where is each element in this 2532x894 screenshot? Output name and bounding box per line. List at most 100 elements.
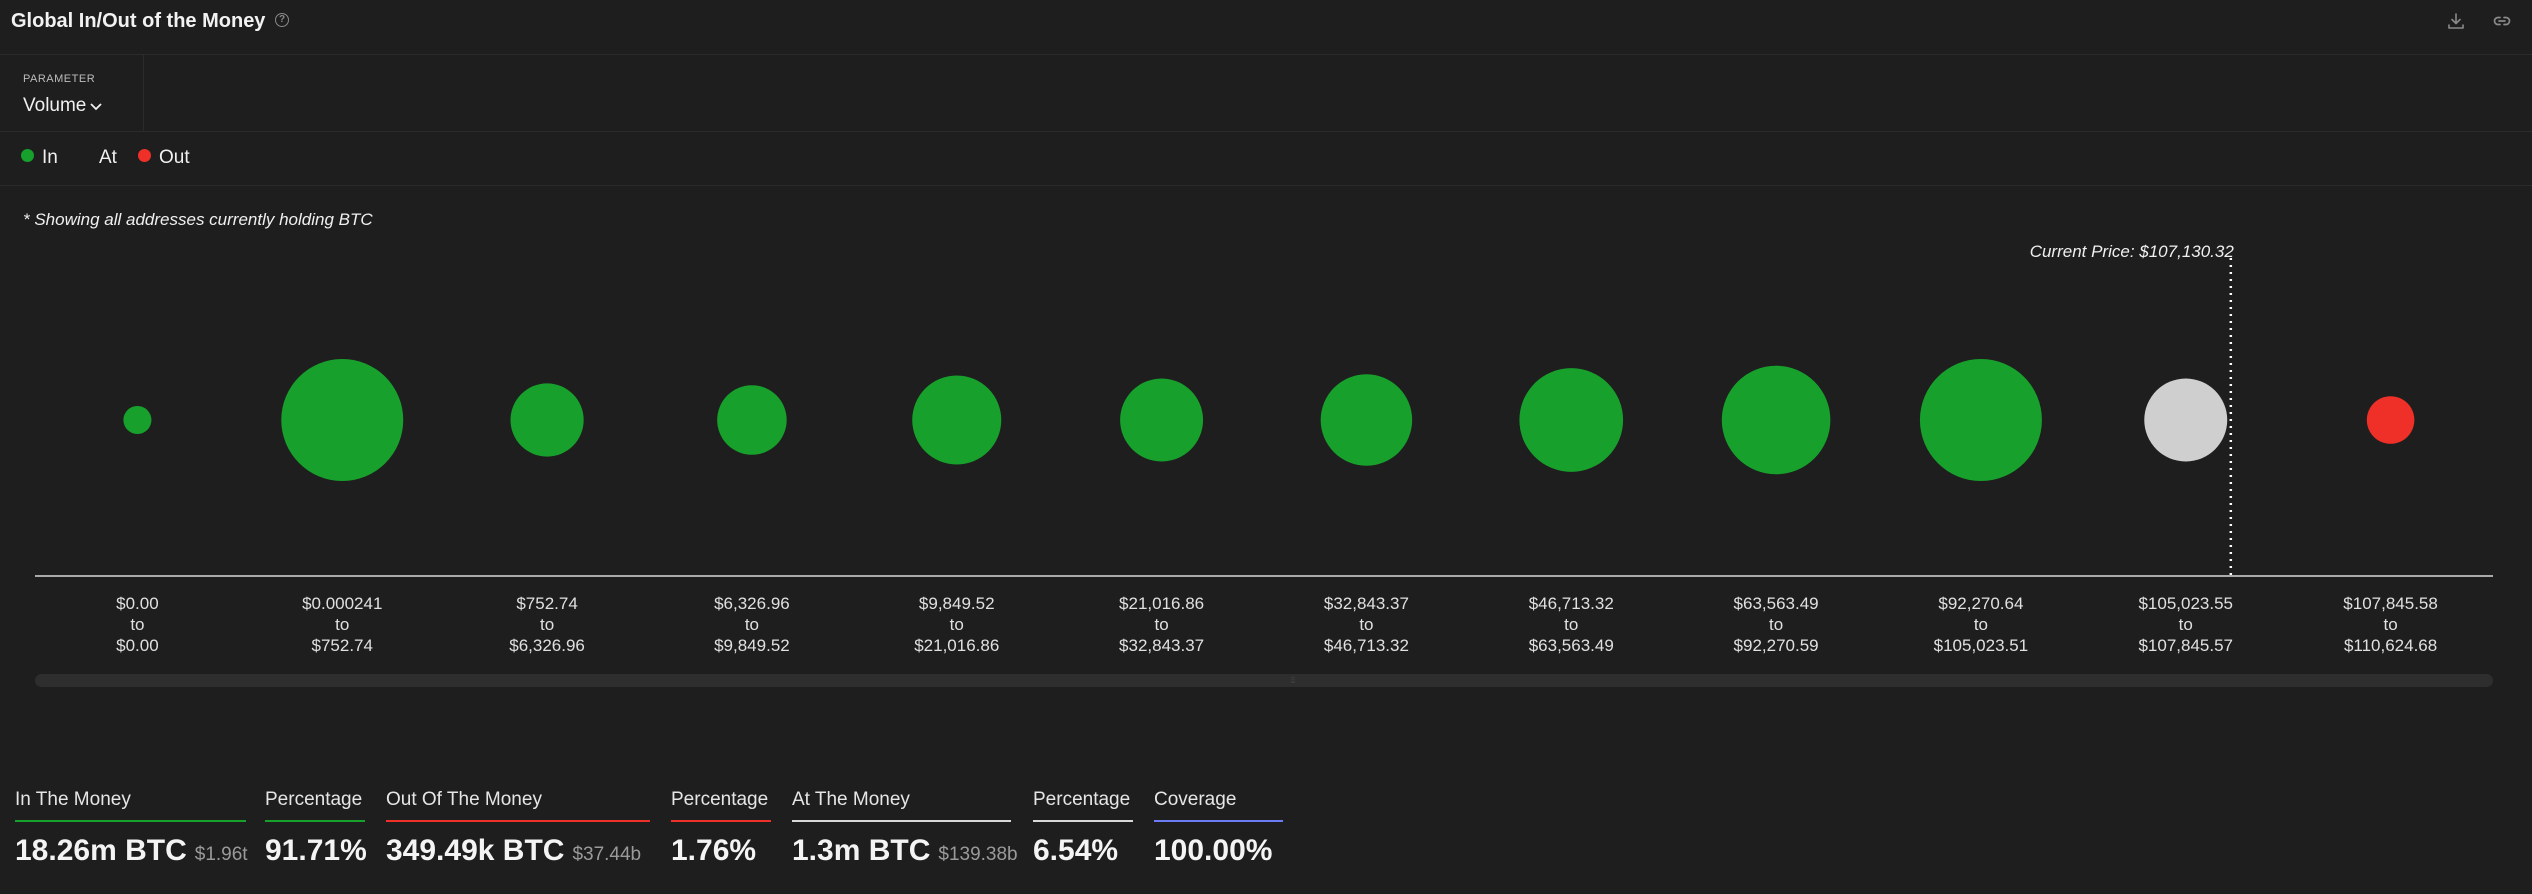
- legend-label-out: Out: [159, 147, 190, 168]
- tick-label: $21,016.86: [914, 636, 999, 655]
- tick-label: $92,270.64: [1938, 594, 2023, 613]
- bubble-out[interactable]: [2366, 396, 2415, 444]
- tick-label-connector: to: [1769, 615, 1783, 634]
- tick-label: $0.00: [116, 594, 159, 613]
- bubble-in[interactable]: [1320, 374, 1413, 466]
- bubble-chart: $0.00 to $0.00 $0.000241 to $752.74 $752.74 to $…: [35, 242, 2493, 655]
- parameter-value: Volume: [23, 95, 87, 116]
- tick-label: $105,023.55: [2138, 594, 2233, 613]
- chart-header: Global In/Out of the Money ?: [0, 0, 2532, 55]
- stat-value-text: 18.26m BTC: [15, 834, 187, 867]
- legend-item-in[interactable]: In: [21, 147, 58, 169]
- tick-label: $92,270.59: [1734, 636, 1819, 655]
- tick-label-connector: to: [130, 615, 144, 634]
- question-circle-icon[interactable]: ?: [275, 13, 289, 27]
- download-icon[interactable]: [2444, 9, 2468, 33]
- tick-label: $0.00: [116, 636, 159, 655]
- stat-value-text: 1.3m BTC: [792, 834, 931, 867]
- stat-value: 18.26m BTC $1.96t: [15, 834, 248, 868]
- stat-value: 91.71%: [265, 834, 367, 868]
- stat-value-text: 1.76%: [671, 834, 757, 867]
- parameter-control: PARAMETER Volume: [0, 55, 144, 131]
- parameter-dropdown[interactable]: Volume: [23, 95, 103, 117]
- tick-label: $107,845.58: [2343, 594, 2438, 613]
- stat-value: 1.76%: [671, 834, 771, 868]
- bubble-in[interactable]: [510, 383, 584, 457]
- tick-label-connector: to: [2383, 615, 2397, 634]
- bubble-in[interactable]: [1120, 378, 1204, 462]
- stat-value: 6.54%: [1033, 834, 1133, 868]
- tick-label-connector: to: [745, 615, 759, 634]
- stat-label: Out Of The Money: [386, 789, 650, 822]
- stat-usd-value: $1.96t: [194, 844, 248, 865]
- bubble-in[interactable]: [1519, 368, 1624, 472]
- stat-label: Percentage: [1033, 789, 1133, 822]
- stat-3: Percentage 1.76%: [671, 789, 771, 868]
- stat-4: At The Money 1.3m BTC $139.38b: [792, 789, 1018, 868]
- tick-label-connector: to: [1564, 615, 1578, 634]
- stat-2: Out Of The Money 349.49k BTC $37.44b: [386, 789, 650, 868]
- stat-6: Coverage 100.00%: [1154, 789, 1283, 868]
- tick-label: $9,849.52: [919, 594, 995, 613]
- stat-value: 100.00%: [1154, 834, 1283, 868]
- tick-label: $32,843.37: [1324, 594, 1409, 613]
- legend-label-in: In: [42, 147, 58, 168]
- stat-value-text: 100.00%: [1154, 834, 1273, 867]
- stat-1: Percentage 91.71%: [265, 789, 367, 868]
- stat-usd-value: $37.44b: [572, 844, 642, 865]
- chart-title: Global In/Out of the Money: [11, 10, 266, 32]
- link-icon[interactable]: [2490, 9, 2514, 33]
- legend-label-at: At: [99, 147, 117, 168]
- tick-label: $63,563.49: [1734, 594, 1819, 613]
- bubble-in[interactable]: [912, 375, 1002, 465]
- stat-label: Percentage: [265, 789, 365, 822]
- legend-item-out[interactable]: Out: [138, 147, 190, 169]
- bubble-in[interactable]: [717, 385, 787, 455]
- tick-label: $752.74: [516, 594, 577, 613]
- legend-dot-in: [21, 149, 34, 162]
- tick-label: $105,023.51: [1934, 636, 2029, 655]
- bubble-in[interactable]: [1919, 359, 2042, 481]
- tick-label: $46,713.32: [1529, 594, 1614, 613]
- tick-label-connector: to: [1974, 615, 1988, 634]
- tick-label-connector: to: [2179, 615, 2193, 634]
- tick-label: $21,016.86: [1119, 594, 1204, 613]
- tick-label-connector: to: [335, 615, 349, 634]
- stat-label: In The Money: [15, 789, 246, 822]
- holding-note: * Showing all addresses currently holdin…: [23, 210, 373, 229]
- bubble-in[interactable]: [281, 359, 404, 481]
- tick-label: $6,326.96: [714, 594, 790, 613]
- tick-label-connector: to: [1359, 615, 1373, 634]
- bubble-in[interactable]: [123, 405, 152, 435]
- parameter-bar: PARAMETER Volume: [0, 55, 2532, 132]
- parameter-label: PARAMETER: [23, 73, 96, 85]
- tick-label: $46,713.32: [1324, 636, 1409, 655]
- tick-label-connector: to: [950, 615, 964, 634]
- stat-label: Coverage: [1154, 789, 1283, 822]
- bubble-in[interactable]: [1721, 365, 1831, 475]
- stat-5: Percentage 6.54%: [1033, 789, 1133, 868]
- tick-label-connector: to: [1154, 615, 1168, 634]
- tick-label: $63,563.49: [1529, 636, 1614, 655]
- tick-label: $752.74: [312, 636, 373, 655]
- stat-value-text: 349.49k BTC: [386, 834, 565, 867]
- legend: In At Out: [0, 132, 2532, 186]
- stat-value: 349.49k BTC $37.44b: [386, 834, 650, 868]
- stat-value-text: 6.54%: [1033, 834, 1119, 867]
- stat-value: 1.3m BTC $139.38b: [792, 834, 1018, 868]
- tick-label: $107,845.57: [2138, 636, 2233, 655]
- legend-item-at[interactable]: At: [99, 147, 117, 169]
- tick-label-connector: to: [540, 615, 554, 634]
- scroll-grip-icon[interactable]: ⦙⦙: [1291, 675, 1296, 685]
- bubble-at[interactable]: [2144, 378, 2228, 462]
- stat-0: In The Money 18.26m BTC $1.96t: [15, 789, 248, 868]
- stat-usd-value: $139.38b: [938, 844, 1018, 865]
- stat-value-text: 91.71%: [265, 834, 367, 867]
- tick-label: $6,326.96: [509, 636, 585, 655]
- tick-label: $9,849.52: [714, 636, 790, 655]
- chevron-down-icon: [90, 103, 103, 111]
- stat-label: At The Money: [792, 789, 1011, 822]
- legend-dot-out: [138, 149, 151, 162]
- horizontal-scrollbar[interactable]: ⦙⦙: [35, 674, 2493, 687]
- tick-label: $0.000241: [302, 594, 382, 613]
